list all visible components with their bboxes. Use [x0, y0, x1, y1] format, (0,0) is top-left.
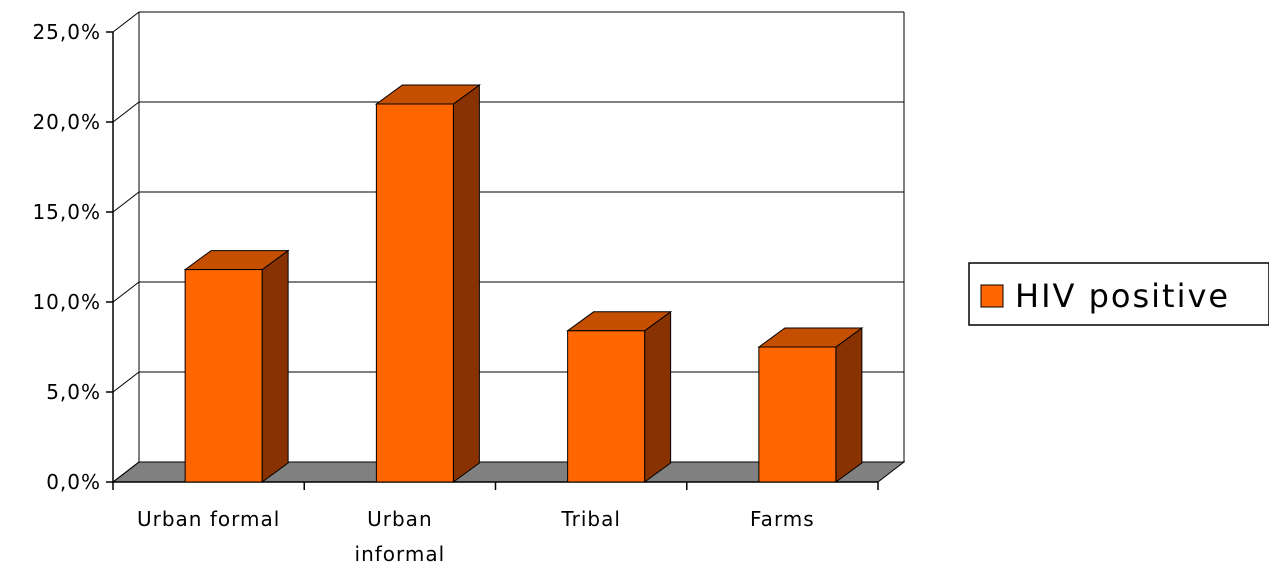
side-wall-gridline: [112, 371, 140, 393]
bar: [566, 310, 673, 483]
category-label: Tribal: [560, 507, 621, 531]
bar-side: [452, 84, 480, 483]
y-tick-label: 20,0%: [32, 110, 101, 134]
y-tick-label: 0,0%: [46, 470, 101, 494]
y-tick-label: 10,0%: [32, 290, 101, 314]
category-labels: Urban formal Urban informal Tribal Farms: [137, 507, 815, 566]
legend-label: HIV positive: [1015, 277, 1230, 315]
bar: [374, 84, 481, 483]
category-label: Farms: [750, 507, 815, 531]
legend-swatch: [980, 284, 1004, 308]
side-wall-gridline: [112, 11, 140, 33]
category-label: Urban: [367, 507, 433, 531]
y-tick-label: 25,0%: [32, 20, 101, 44]
category-label: informal: [355, 542, 446, 566]
category-label: Urban formal: [137, 507, 280, 531]
side-wall-gridline: [112, 461, 140, 483]
bar: [757, 327, 864, 483]
bar-side: [835, 327, 863, 483]
y-tick-labels: 0,0% 5,0% 10,0% 15,0% 20,0% 25,0%: [32, 20, 101, 494]
bar-front: [567, 330, 646, 483]
bar-side: [644, 310, 672, 483]
side-wall-gridline: [112, 281, 140, 303]
legend-box: [968, 262, 1269, 326]
bar-front: [375, 103, 454, 483]
bar-front: [758, 346, 837, 483]
bars: [183, 84, 864, 483]
y-tick-label: 5,0%: [46, 380, 101, 404]
legend: HIV positive: [968, 262, 1269, 326]
y-tick-label: 15,0%: [32, 200, 101, 224]
side-wall-gridline: [112, 191, 140, 213]
side-wall-gridline: [112, 101, 140, 123]
bar-front: [184, 269, 263, 483]
bar-side: [261, 249, 289, 483]
bar: [183, 249, 290, 483]
